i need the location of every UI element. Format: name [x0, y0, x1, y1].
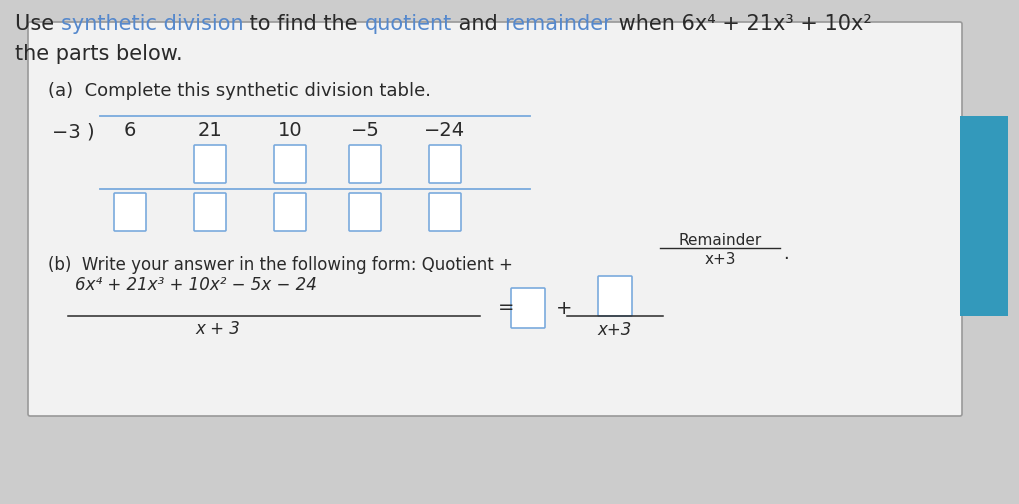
Text: +: + [555, 298, 572, 318]
FancyBboxPatch shape [114, 193, 146, 231]
Text: =: = [497, 298, 514, 318]
Text: −3 ): −3 ) [52, 122, 95, 141]
Text: and: and [451, 14, 503, 34]
FancyBboxPatch shape [348, 193, 381, 231]
FancyBboxPatch shape [429, 193, 461, 231]
FancyBboxPatch shape [194, 145, 226, 183]
Text: 21: 21 [198, 121, 222, 141]
Text: to find the: to find the [244, 14, 364, 34]
FancyBboxPatch shape [274, 145, 306, 183]
Text: remainder: remainder [503, 14, 611, 34]
FancyBboxPatch shape [429, 145, 461, 183]
Text: (a)  Complete this synthetic division table.: (a) Complete this synthetic division tab… [48, 82, 431, 100]
Text: .: . [783, 245, 788, 263]
FancyBboxPatch shape [511, 288, 544, 328]
Text: the parts below.: the parts below. [15, 44, 182, 64]
Text: Use: Use [15, 14, 61, 34]
Text: Remainder: Remainder [678, 233, 761, 248]
FancyBboxPatch shape [348, 145, 381, 183]
Text: −5: −5 [351, 121, 379, 141]
Text: synthetic division: synthetic division [61, 14, 244, 34]
Text: 10: 10 [277, 121, 302, 141]
Text: x+3: x+3 [597, 321, 632, 339]
Bar [959, 116, 1007, 316]
FancyBboxPatch shape [194, 193, 226, 231]
Text: when 6x⁴ + 21x³ + 10x²: when 6x⁴ + 21x³ + 10x² [611, 14, 871, 34]
FancyBboxPatch shape [597, 276, 632, 316]
Text: (b)  Write your answer in the following form: Quotient +: (b) Write your answer in the following f… [48, 256, 513, 274]
Text: 6x⁴ + 21x³ + 10x² − 5x − 24: 6x⁴ + 21x³ + 10x² − 5x − 24 [75, 276, 317, 294]
FancyBboxPatch shape [28, 22, 961, 416]
Text: quotient: quotient [364, 14, 451, 34]
Text: 6: 6 [123, 121, 137, 141]
Text: −24: −24 [424, 121, 465, 141]
Text: x + 3: x + 3 [195, 320, 239, 338]
Text: x+3: x+3 [703, 252, 735, 267]
FancyBboxPatch shape [274, 193, 306, 231]
